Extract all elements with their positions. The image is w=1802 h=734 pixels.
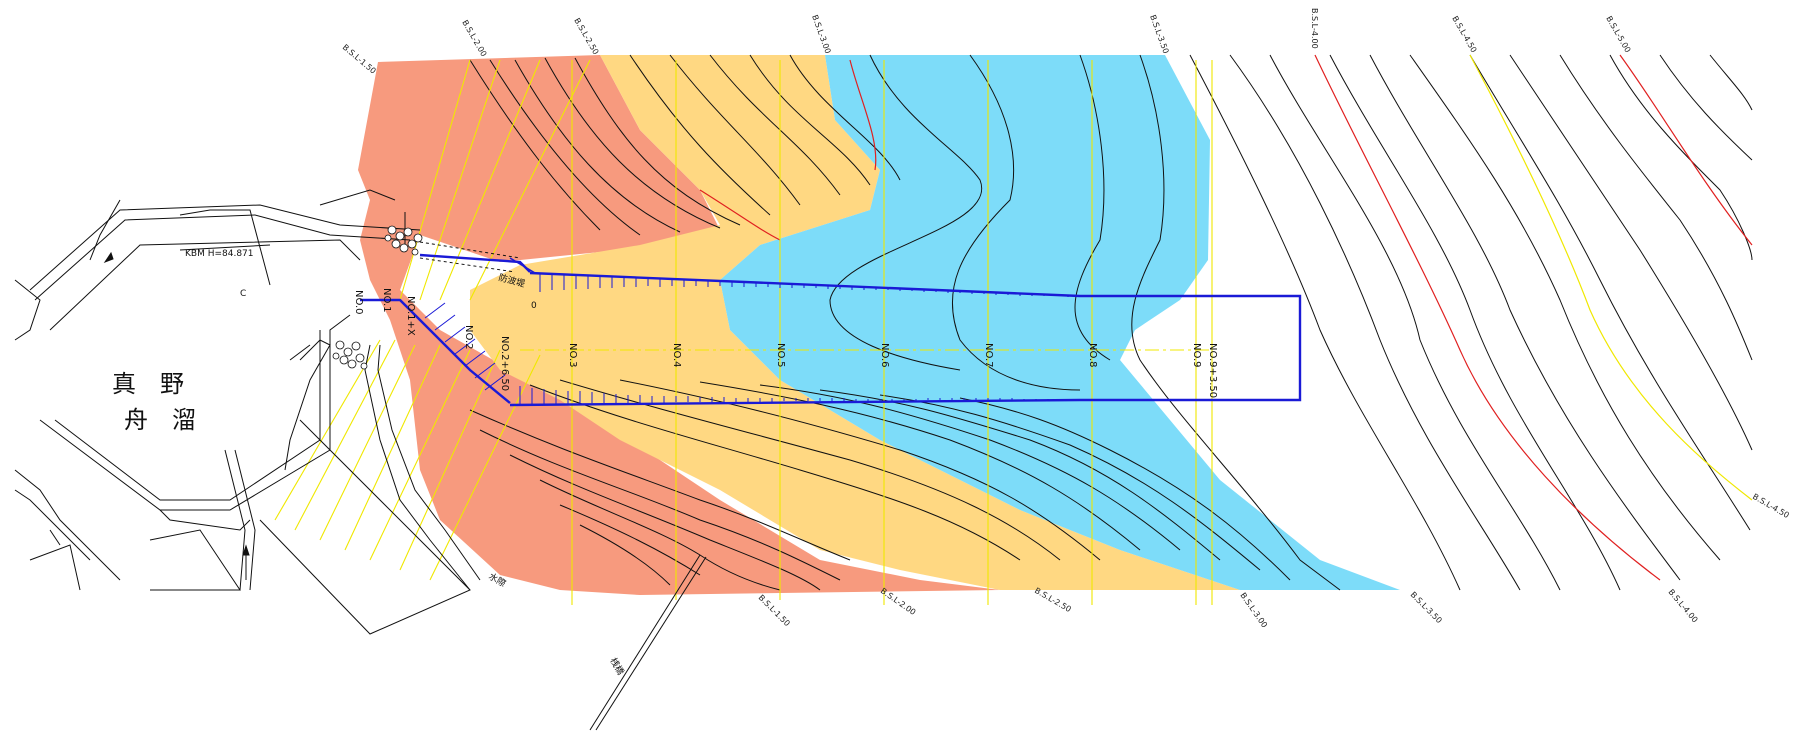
contour-label: B.S.L-2.00 — [460, 19, 488, 59]
road-label: C — [240, 289, 246, 299]
channel-hatch — [424, 274, 1069, 404]
station-label: NO.2+6.50 — [499, 336, 510, 391]
zone-shallow — [358, 55, 1000, 595]
station-label: NO.1+X — [405, 296, 416, 336]
flow-arrows — [103, 251, 250, 580]
depth-zones — [358, 55, 1400, 595]
station-label: NO.1 — [381, 288, 392, 313]
contour-label: B.S.L-1.50 — [757, 593, 792, 628]
station-labels: NO.0 NO.1 NO.1+X NO.2 NO.2+6.50 NO.3 NO.… — [353, 288, 1218, 398]
harbor-name-line1: 真 野 — [112, 370, 184, 398]
contour-label: B.S.L-1.50 — [341, 43, 378, 76]
station-label: NO.9 — [1191, 343, 1202, 368]
station-label: NO.4 — [671, 343, 682, 368]
breakwater — [419, 241, 521, 273]
station-label: NO.5 — [775, 343, 786, 368]
contour-label: B.S.L-4.00 — [1310, 8, 1319, 49]
contour-label: B.S.L-3.50 — [1148, 14, 1170, 55]
harbor-structures — [14, 189, 481, 635]
contour-label: B.S.L-4.50 — [1450, 15, 1478, 55]
station-label: NO.8 — [1087, 343, 1098, 368]
contour-label: B.S.L-2.50 — [572, 17, 600, 57]
contour-label: B.S.L-4.00 — [1666, 588, 1699, 625]
station-label: NO.2 — [463, 325, 474, 350]
rubble-mound — [332, 225, 423, 370]
pier — [589, 554, 707, 731]
contour-label: B.S.L-3.00 — [810, 14, 832, 55]
contour-label: B.S.L-2.50 — [1033, 586, 1073, 614]
index-contours — [699, 54, 1753, 581]
pier-label: 桟橋 — [607, 656, 626, 678]
section-lines — [274, 59, 1213, 605]
station-label: NO.3 — [567, 343, 578, 368]
station-label: NO.0 — [353, 290, 364, 315]
zone-mid — [470, 55, 1240, 590]
dredge-channel — [360, 253, 1302, 407]
contour-label: B.S.L-3.50 — [1409, 590, 1444, 625]
contour-label: B.S.L-4.50 — [1751, 492, 1791, 520]
contour-label: B.S.L-3.00 — [1238, 591, 1269, 629]
station-label: NO.7 — [983, 343, 994, 368]
kbm-label: KBM H=84.871 — [185, 249, 254, 259]
zone-deep — [720, 55, 1400, 590]
station-label: NO.9+3.50 — [1207, 343, 1218, 398]
harbor-name-line2: 舟 溜 — [124, 406, 196, 434]
origin-label: 0 — [531, 301, 537, 311]
station-label: NO.6 — [879, 343, 890, 368]
contour-label: B.S.L-5.00 — [1604, 15, 1632, 55]
